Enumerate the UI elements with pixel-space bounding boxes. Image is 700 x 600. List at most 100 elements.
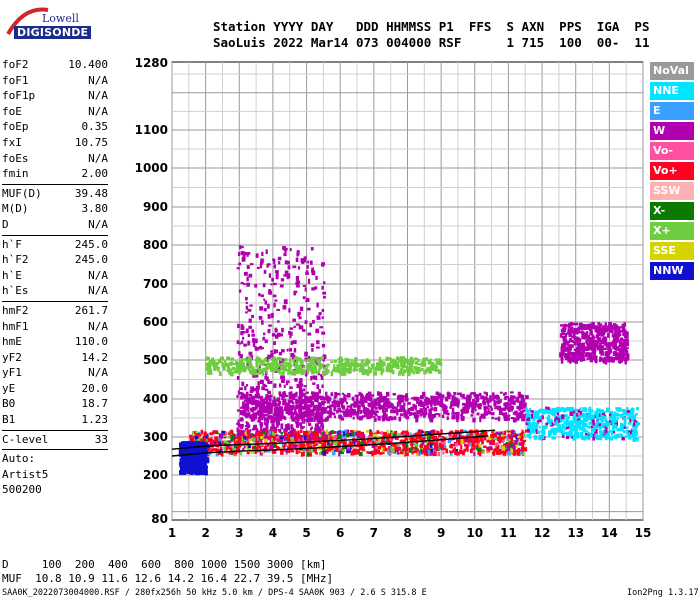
echo-mark	[626, 429, 629, 434]
echo-mark	[241, 256, 245, 262]
echo-mark	[303, 410, 308, 415]
echo-mark	[320, 410, 324, 415]
echo-mark	[250, 386, 255, 392]
echo-mark	[322, 397, 326, 401]
echo-mark	[427, 449, 431, 455]
echo-mark	[310, 402, 315, 407]
echo-mark	[271, 333, 276, 337]
echo-mark	[411, 412, 415, 416]
echo-mark	[300, 429, 303, 434]
echo-mark	[407, 402, 411, 405]
echo-mark	[385, 402, 390, 408]
echo-mark	[519, 451, 523, 455]
echo-mark	[274, 327, 277, 333]
echo-mark	[337, 407, 342, 413]
echo-mark	[281, 327, 284, 333]
echo-mark	[351, 408, 354, 413]
echo-mark	[380, 371, 383, 376]
echo-mark	[240, 324, 244, 328]
echo-mark	[472, 398, 475, 403]
echo-mark	[290, 427, 294, 431]
echo-mark	[618, 342, 623, 347]
echo-mark	[521, 398, 526, 403]
echo-mark	[250, 370, 253, 375]
echo-mark	[350, 364, 355, 367]
echo-mark	[479, 417, 482, 423]
echo-mark	[322, 354, 327, 360]
echo-mark	[430, 361, 435, 365]
echo-mark	[373, 410, 377, 415]
echo-mark	[611, 420, 615, 425]
echo-mark	[538, 419, 542, 423]
echo-mark	[262, 367, 267, 373]
echo-mark	[270, 431, 274, 437]
echo-mark	[198, 435, 201, 440]
echo-mark	[325, 391, 328, 396]
echo-mark	[619, 407, 622, 412]
echo-mark	[261, 449, 266, 454]
echo-mark	[541, 429, 545, 433]
echo-mark	[295, 422, 299, 428]
echo-mark	[506, 406, 510, 411]
echo-mark	[279, 357, 282, 361]
echo-mark	[589, 432, 593, 438]
echo-mark	[481, 440, 484, 445]
param-name: yE	[2, 381, 16, 395]
echo-mark	[313, 361, 316, 367]
echo-mark	[603, 327, 606, 331]
echo-mark	[252, 342, 256, 348]
echo-mark	[286, 362, 289, 367]
echo-mark	[488, 405, 492, 408]
echo-mark	[377, 404, 382, 409]
echo-mark	[327, 435, 331, 441]
echo-mark	[438, 433, 442, 437]
echo-mark	[189, 465, 194, 468]
echo-mark	[313, 375, 318, 380]
echo-mark	[480, 413, 485, 418]
echo-mark	[420, 437, 425, 441]
echo-mark	[297, 266, 301, 270]
echo-mark	[612, 424, 616, 430]
header-values: SaoLuis 2022 Mar14 073 004000 RSF 1 715 …	[213, 35, 650, 50]
echo-mark	[430, 448, 433, 453]
echo-mark	[276, 406, 281, 410]
echo-mark	[604, 322, 608, 327]
echo-mark	[616, 433, 620, 437]
echo-mark	[433, 399, 437, 404]
echo-mark	[254, 346, 259, 351]
echo-mark	[396, 412, 399, 416]
echo-mark	[185, 462, 189, 466]
echo-mark	[535, 429, 538, 435]
echo-mark	[228, 370, 232, 375]
echo-mark	[349, 432, 353, 437]
echo-mark	[582, 428, 587, 433]
echo-mark	[587, 431, 591, 436]
echo-mark	[361, 440, 365, 445]
echo-mark	[390, 358, 394, 364]
echo-mark	[200, 445, 204, 451]
echo-mark	[287, 362, 292, 367]
echo-mark	[403, 431, 407, 436]
echo-mark	[353, 448, 357, 452]
echo-mark	[594, 428, 598, 434]
echo-mark	[353, 402, 357, 408]
echo-mark	[390, 403, 394, 407]
echo-mark	[374, 406, 378, 410]
echo-mark	[295, 435, 299, 439]
echo-mark	[362, 415, 365, 418]
echo-mark	[441, 440, 446, 446]
echo-mark	[476, 443, 480, 448]
echo-mark	[621, 436, 625, 441]
echo-mark	[411, 436, 414, 440]
echo-mark	[565, 435, 570, 440]
echo-mark	[204, 437, 209, 443]
echo-mark	[359, 448, 364, 451]
echo-mark	[303, 398, 308, 402]
echo-mark	[464, 438, 469, 443]
echo-mark	[261, 361, 265, 366]
echo-mark	[618, 348, 621, 352]
echo-mark	[303, 431, 308, 437]
echo-mark	[411, 359, 415, 364]
echo-mark	[623, 353, 628, 356]
echo-mark	[251, 437, 256, 441]
